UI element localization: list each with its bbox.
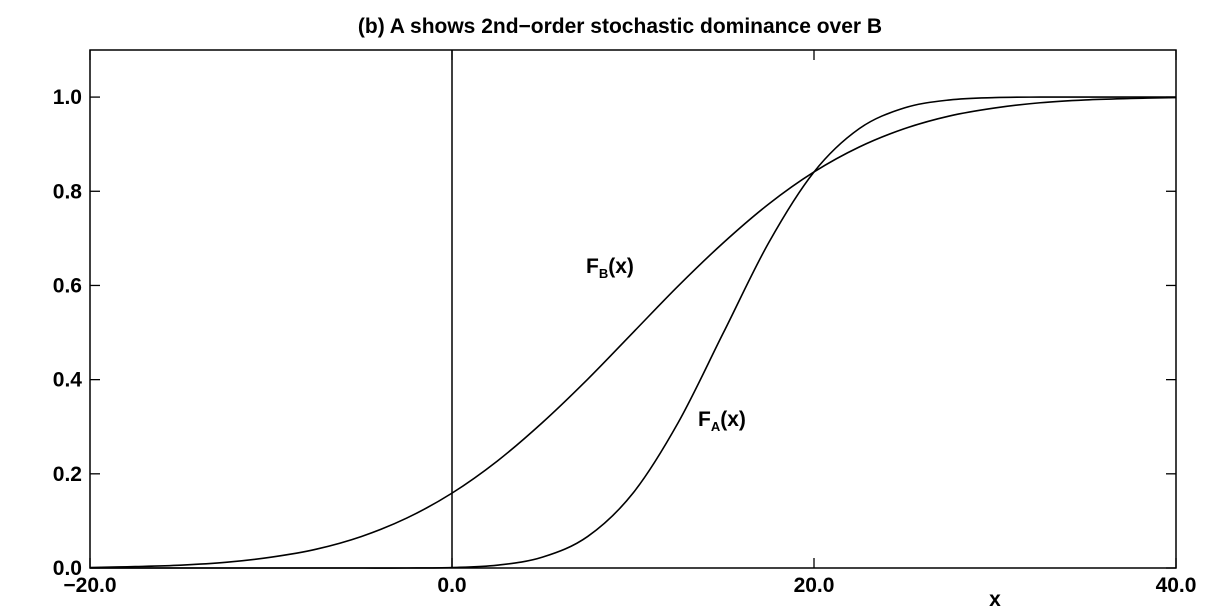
x-axis-label: x (989, 588, 1001, 611)
y-tick-label: 0.2 (53, 463, 82, 486)
label-rest: (x) (720, 408, 746, 431)
label-sub: A (711, 419, 721, 434)
y-tick-label: 0.8 (53, 180, 83, 203)
line (90, 96, 1176, 569)
chart-title: (b) A shows 2nd−order stochastic dominan… (358, 15, 882, 38)
plot-frame (89, 49, 1177, 569)
series-label: FA(x) (698, 408, 746, 434)
series-label: FB(x) (586, 255, 634, 281)
y-tick-label: 0.4 (53, 369, 83, 392)
x-tick-label: −20.0 (63, 574, 116, 597)
label-sub: B (599, 266, 608, 281)
y-tick-label: 1.0 (53, 86, 82, 109)
label-main: F (698, 408, 711, 431)
y-tick-label: 0.0 (53, 557, 82, 580)
x-tick-label: 40.0 (1156, 574, 1197, 597)
x-tick-label: 0.0 (437, 574, 466, 597)
line (89, 96, 1177, 569)
label-rest: (x) (608, 255, 634, 278)
label-main: F (586, 255, 599, 278)
x-tick-label: 20.0 (794, 574, 835, 597)
y-tick-label: 0.6 (53, 274, 82, 297)
